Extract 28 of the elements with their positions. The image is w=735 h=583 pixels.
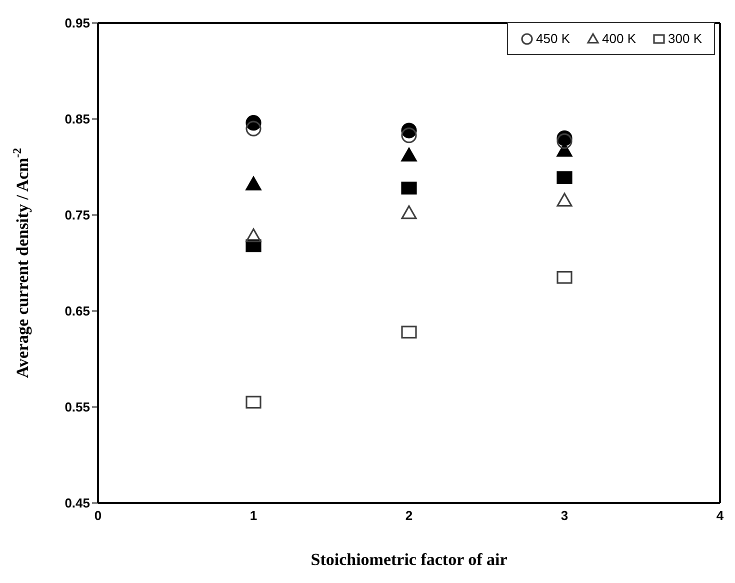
point: [401, 326, 417, 339]
point: [556, 171, 572, 184]
x-tick-label: 1: [250, 508, 258, 524]
legend-label: 450 K: [536, 31, 570, 46]
y-tick-label: 0.45: [64, 496, 90, 511]
point: [556, 133, 572, 149]
x-tick-label: 2: [405, 508, 413, 524]
point: [401, 182, 417, 195]
y-tick-label: 0.95: [64, 16, 90, 31]
x-axis-title: Stoichiometric factor of air: [310, 550, 508, 569]
point: [246, 120, 262, 136]
y-tick-label: 0.55: [64, 400, 90, 415]
point: [401, 128, 417, 144]
x-tick-label: 3: [560, 508, 568, 524]
point: [246, 176, 262, 190]
x-tick-label: 0: [94, 508, 102, 524]
point: [401, 148, 417, 162]
y-tick-label: 0.65: [64, 304, 90, 319]
legend-label: 300 K: [668, 31, 702, 46]
point: [556, 271, 572, 284]
point: [246, 228, 262, 242]
y-tick-label: 0.75: [64, 208, 90, 223]
point: [401, 205, 417, 220]
point: [246, 396, 262, 409]
point: [556, 192, 572, 207]
y-tick-label: 0.85: [64, 112, 90, 127]
legend-label: 400 K: [602, 31, 636, 46]
x-tick-label: 4: [716, 508, 724, 524]
